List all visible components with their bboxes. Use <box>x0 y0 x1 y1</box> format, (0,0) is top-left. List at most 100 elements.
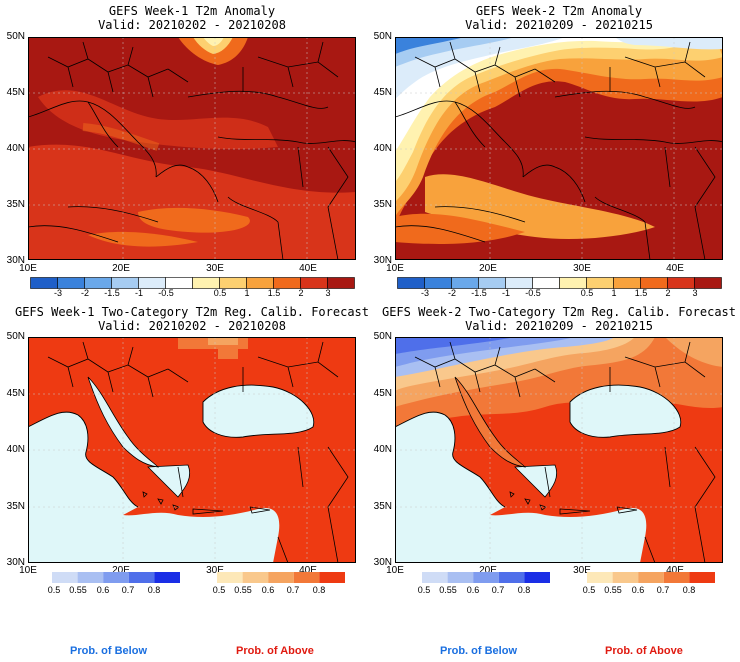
anomaly-colorbar-swatches <box>30 277 355 289</box>
colorbar-tick: 0.55 <box>69 585 87 595</box>
anomaly-map-week2 <box>395 37 723 260</box>
colorbar-tick: -1 <box>501 288 510 298</box>
colorbar-tick: 0.55 <box>234 585 252 595</box>
lat-label: 30N <box>373 255 392 266</box>
colorbar-tick: 2 <box>298 288 304 298</box>
panel-valid-date: Valid: 20210209 - 20210215 <box>465 18 653 32</box>
lon-label: 20E <box>479 565 497 576</box>
lon-label: 20E <box>112 565 130 576</box>
lat-label: 40N <box>6 444 25 455</box>
colorbar-tick: 0.7 <box>491 585 505 595</box>
lat-label: 40N <box>6 143 25 154</box>
colorbar-tick: 0.55 <box>604 585 622 595</box>
lon-label: 30E <box>206 263 224 274</box>
colorbar-tick: 0.5 <box>580 288 594 298</box>
probability-map-week2 <box>395 337 723 563</box>
colorbar-tick: 3 <box>325 288 331 298</box>
anomaly-map-week1 <box>28 37 356 260</box>
lat-label: 50N <box>373 331 392 342</box>
colorbar-tick: 3 <box>692 288 698 298</box>
prob-above-colorbar <box>217 572 345 583</box>
lat-label: 45N <box>373 388 392 399</box>
lat-label: 50N <box>6 331 25 342</box>
panel-valid-date: Valid: 20210202 - 20210208 <box>98 319 286 333</box>
lat-label: 40N <box>373 143 392 154</box>
panel-title: GEFS Week-1 T2m Anomaly <box>108 4 276 18</box>
colorbar-tick: -0.5 <box>525 288 541 298</box>
probability-map-week1 <box>28 337 356 563</box>
colorbar-tick: 0.5 <box>212 585 226 595</box>
colorbar-tick: 0.5 <box>417 585 431 595</box>
prob-above-label: Prob. of Above <box>605 645 683 657</box>
lon-label: 10E <box>386 263 404 274</box>
colorbar-tick: 0.8 <box>312 585 326 595</box>
lat-label: 45N <box>373 87 392 98</box>
panel-title: GEFS Week-2 Two-Category T2m Reg. Calib.… <box>381 305 736 319</box>
colorbar-tick: 1.5 <box>634 288 648 298</box>
lon-label: 40E <box>299 263 317 274</box>
colorbar-tick: 1 <box>611 288 617 298</box>
lon-label: 30E <box>573 263 591 274</box>
lon-label: 40E <box>666 565 684 576</box>
colorbar-tick: 0.7 <box>656 585 670 595</box>
lon-label: 20E <box>479 263 497 274</box>
lat-label: 30N <box>6 557 25 568</box>
colorbar-tick: 1 <box>244 288 250 298</box>
panel-title: GEFS Week-2 T2m Anomaly <box>475 4 643 18</box>
lat-label: 35N <box>6 501 25 512</box>
colorbar-tick: 0.6 <box>466 585 480 595</box>
panel-valid-date: Valid: 20210202 - 20210208 <box>98 18 286 32</box>
lon-label: 10E <box>19 263 37 274</box>
colorbar-tick: 0.6 <box>96 585 110 595</box>
prob-below-label: Prob. of Below <box>440 645 517 657</box>
prob-below-colorbar <box>52 572 180 583</box>
colorbar-tick: -1 <box>134 288 143 298</box>
anomaly-colorbar <box>397 276 723 294</box>
prob-above-colorbar <box>587 572 715 583</box>
colorbar-tick: 0.8 <box>147 585 161 595</box>
colorbar-tick: 0.55 <box>439 585 457 595</box>
anomaly-colorbar-swatches <box>397 277 722 289</box>
lon-label: 10E <box>19 565 37 576</box>
lon-label: 40E <box>666 263 684 274</box>
colorbar-tick: 0.7 <box>121 585 135 595</box>
colorbar-tick: 1.5 <box>267 288 281 298</box>
lat-label: 45N <box>6 87 25 98</box>
lat-label: 35N <box>373 501 392 512</box>
lon-label: 10E <box>386 565 404 576</box>
colorbar-tick: 0.8 <box>682 585 696 595</box>
lat-label: 30N <box>373 557 392 568</box>
panel-title: GEFS Week-1 Two-Category T2m Reg. Calib.… <box>14 305 369 319</box>
lat-label: 30N <box>6 255 25 266</box>
colorbar-tick: 0.5 <box>213 288 227 298</box>
colorbar-tick: -3 <box>420 288 429 298</box>
prob-below-colorbar <box>422 572 550 583</box>
colorbar-tick: 0.8 <box>517 585 531 595</box>
lat-label: 50N <box>6 31 25 42</box>
lat-label: 35N <box>373 199 392 210</box>
colorbar-tick: -3 <box>53 288 62 298</box>
colorbar-tick: 2 <box>665 288 671 298</box>
colorbar-tick: -1.5 <box>471 288 487 298</box>
colorbar-tick: 0.6 <box>261 585 275 595</box>
prob-below-label: Prob. of Below <box>70 645 147 657</box>
lon-label: 30E <box>573 565 591 576</box>
lat-label: 45N <box>6 388 25 399</box>
lon-label: 20E <box>112 263 130 274</box>
lat-label: 40N <box>373 444 392 455</box>
colorbar-tick: 0.5 <box>582 585 596 595</box>
anomaly-colorbar <box>30 276 356 294</box>
colorbar-tick: 0.6 <box>631 585 645 595</box>
colorbar-tick: 0.7 <box>286 585 300 595</box>
lon-label: 30E <box>206 565 224 576</box>
colorbar-tick: -2 <box>80 288 89 298</box>
lon-label: 40E <box>299 565 317 576</box>
colorbar-tick: 0.5 <box>47 585 61 595</box>
prob-above-label: Prob. of Above <box>236 645 314 657</box>
colorbar-tick: -2 <box>447 288 456 298</box>
colorbar-tick: -0.5 <box>158 288 174 298</box>
colorbar-tick: -1.5 <box>104 288 120 298</box>
lat-label: 35N <box>6 199 25 210</box>
lat-label: 50N <box>373 31 392 42</box>
panel-valid-date: Valid: 20210209 - 20210215 <box>465 319 653 333</box>
